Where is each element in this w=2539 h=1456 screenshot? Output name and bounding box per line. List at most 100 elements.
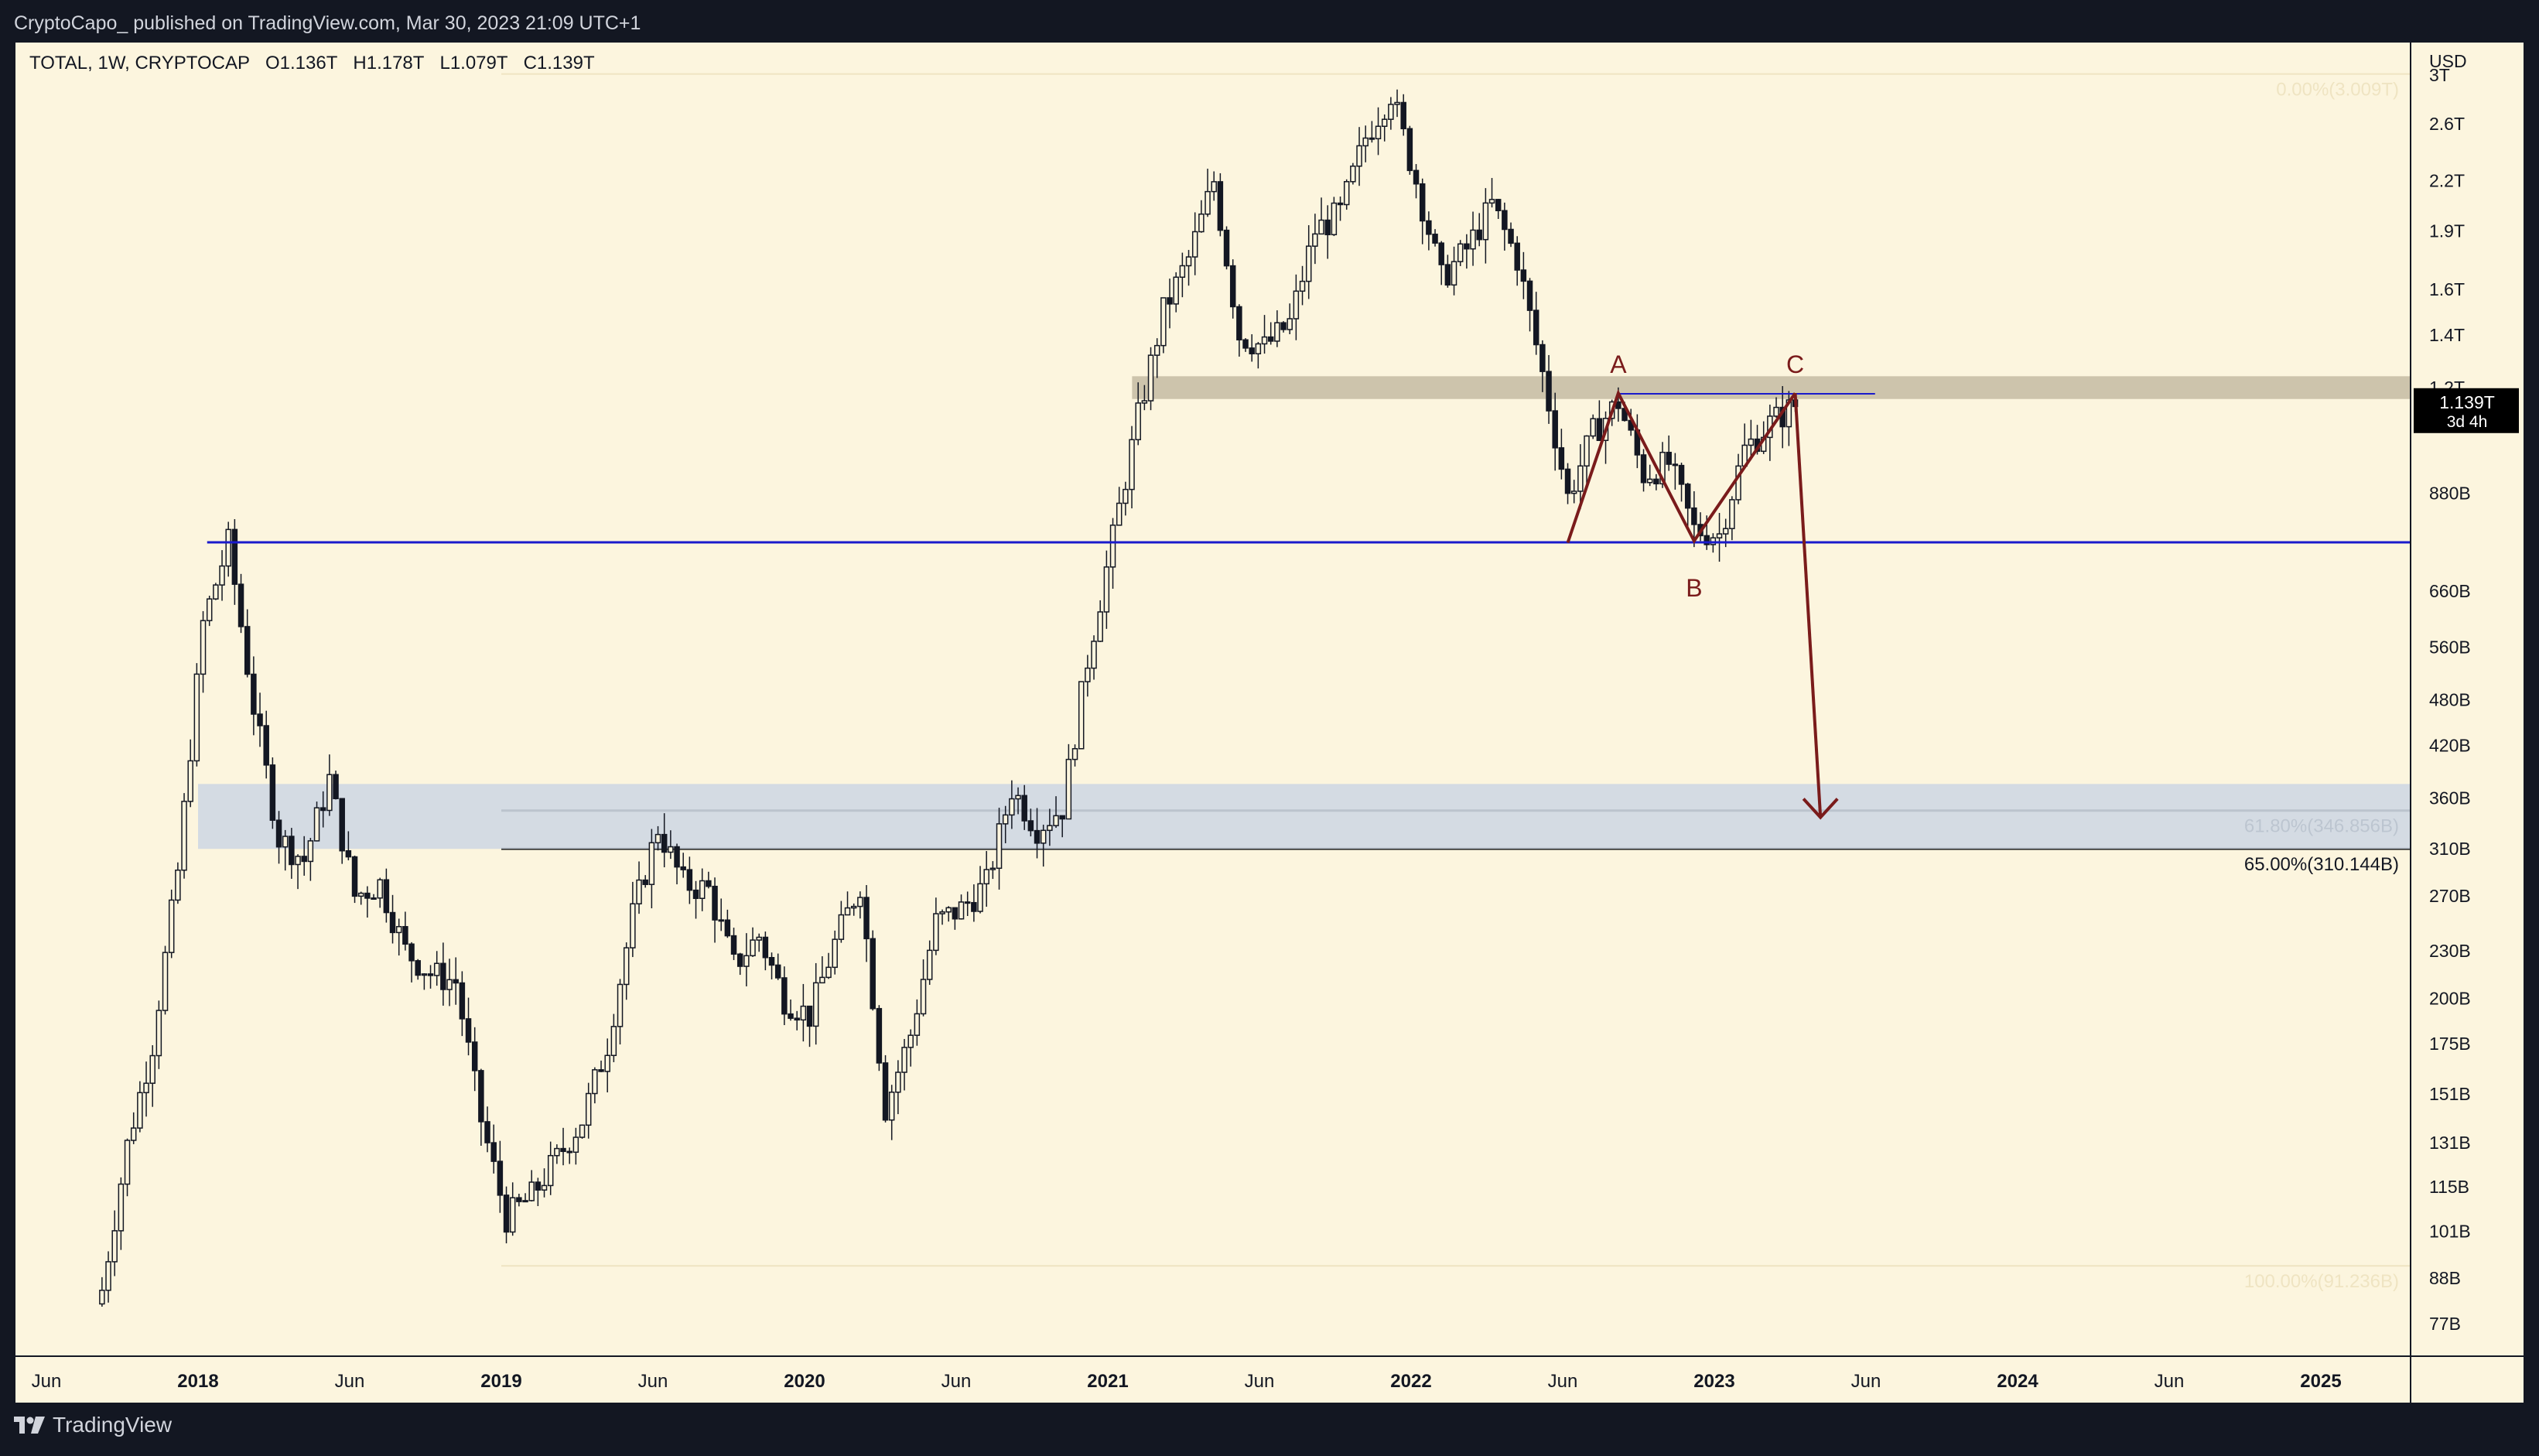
- candle-body: [421, 973, 428, 976]
- candle-body: [1388, 104, 1394, 120]
- candle-body: [1040, 829, 1047, 844]
- candle-body: [1299, 280, 1306, 292]
- candle-body: [812, 982, 819, 1027]
- tradingview-logo[interactable]: TradingView: [14, 1413, 172, 1437]
- candle-body: [295, 856, 301, 866]
- candle-body: [1153, 344, 1160, 356]
- candle-body: [788, 1013, 794, 1019]
- price-tick-label: 310B: [2429, 839, 2471, 859]
- candle-body: [1703, 535, 1710, 545]
- time-tick-label: Jun: [335, 1371, 365, 1392]
- candle-body: [1419, 183, 1426, 222]
- candle-body: [907, 1034, 914, 1048]
- candle-body: [490, 1142, 497, 1162]
- candle-body: [1034, 829, 1041, 844]
- candle-body: [756, 936, 762, 941]
- candle-body: [453, 979, 459, 984]
- candle-body: [971, 901, 977, 912]
- candle-body: [1476, 229, 1482, 241]
- time-tick-label: Jun: [638, 1371, 668, 1392]
- candle-body: [914, 1013, 921, 1036]
- tradingview-icon: [14, 1417, 45, 1434]
- price-tick-label: 560B: [2429, 637, 2471, 658]
- candle-body: [1426, 220, 1432, 235]
- candle-body: [1375, 125, 1382, 140]
- candle-body: [371, 897, 377, 901]
- candle-body: [920, 979, 927, 1015]
- candle-body: [870, 938, 876, 1010]
- price-tick-label: 1.9T: [2429, 220, 2465, 241]
- candle-body: [750, 939, 756, 957]
- candle-body: [1305, 245, 1312, 282]
- candle-body: [1533, 309, 1539, 346]
- candle-body: [193, 673, 200, 762]
- candle-body: [528, 1181, 535, 1201]
- candle-body: [706, 880, 712, 887]
- candle-body: [111, 1230, 118, 1263]
- candle-body: [724, 919, 731, 937]
- abc-polyline: [1566, 389, 1797, 545]
- candle-body: [1400, 101, 1406, 130]
- candle-body: [579, 1124, 586, 1138]
- candle-body: [926, 949, 933, 980]
- candle-body: [1047, 825, 1053, 832]
- candle-body: [446, 979, 453, 990]
- candle-body: [1059, 815, 1065, 820]
- candle-body: [1520, 269, 1527, 282]
- candle-body: [952, 907, 959, 920]
- price-tick-label: 101B: [2429, 1221, 2471, 1241]
- candle-body: [231, 528, 238, 585]
- time-tick-label: 2022: [1390, 1371, 1431, 1392]
- candle-body: [1078, 681, 1085, 750]
- candle-body: [333, 774, 339, 800]
- candle-body: [1147, 354, 1154, 402]
- candle-body: [1508, 228, 1514, 244]
- candle-body: [1116, 502, 1123, 526]
- candle-body: [200, 620, 207, 675]
- candle-body: [149, 1054, 155, 1084]
- price-tick-label: 200B: [2429, 988, 2471, 1008]
- candle-body: [1318, 219, 1324, 235]
- candle-body: [1672, 463, 1679, 467]
- candle-body: [1236, 306, 1242, 341]
- candle-body: [1085, 667, 1091, 682]
- candles: [99, 89, 1799, 1307]
- candle-body: [686, 869, 693, 891]
- candle-body: [1381, 118, 1388, 128]
- candle-body: [345, 849, 352, 858]
- candle-body: [1280, 322, 1287, 330]
- candle-body: [313, 807, 320, 842]
- chart-svg[interactable]: 0.00%(3.009T)61.80%(346.856B)65.00%(310.…: [15, 43, 2524, 1403]
- candle-body: [1217, 181, 1224, 231]
- candle-body: [674, 846, 680, 868]
- candle-body: [175, 870, 181, 901]
- candle-body: [1337, 202, 1344, 206]
- candle-body: [743, 955, 750, 967]
- candle-body: [1293, 290, 1300, 320]
- candle-body: [1205, 190, 1211, 215]
- candle-body: [307, 840, 314, 863]
- candle-body: [237, 583, 244, 627]
- candle-body: [598, 1069, 604, 1072]
- candle-body: [1640, 454, 1647, 484]
- price-tick-label: 131B: [2429, 1133, 2471, 1153]
- candle-body: [996, 823, 1003, 870]
- abc-pattern: A B C: [1566, 350, 1839, 820]
- candle-body: [383, 879, 390, 914]
- candle-body: [484, 1121, 490, 1143]
- price-tick-label: 230B: [2429, 941, 2471, 961]
- candle-body: [1103, 566, 1110, 613]
- candle-body: [1274, 322, 1280, 342]
- chart-area[interactable]: 0.00%(3.009T)61.80%(346.856B)65.00%(310.…: [15, 43, 2524, 1403]
- candle-body: [465, 1018, 472, 1043]
- fib-label: 65.00%(310.144B): [2244, 854, 2399, 875]
- candle-body: [1564, 468, 1571, 494]
- candle-body: [730, 935, 737, 955]
- candle-body: [1179, 265, 1186, 279]
- candle-body: [1653, 478, 1659, 485]
- candle-body: [219, 565, 225, 586]
- candle-body: [736, 953, 743, 967]
- candle-body: [648, 842, 655, 885]
- candle-body: [509, 1197, 516, 1233]
- candle-body: [1615, 401, 1621, 409]
